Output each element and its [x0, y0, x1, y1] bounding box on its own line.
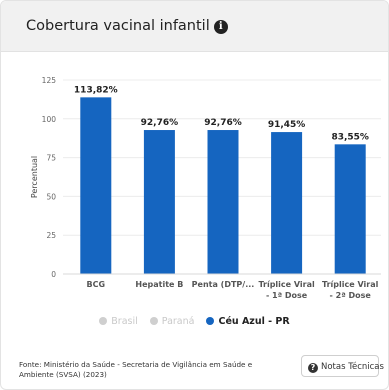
legend-item[interactable]: Céu Azul - PR: [206, 316, 290, 327]
question-icon: ?: [308, 363, 318, 373]
source-note: Fonte: Ministério da Saúde - Secretaria …: [19, 360, 253, 379]
info-icon[interactable]: i: [213, 20, 228, 34]
y-axis-label: Percentual: [30, 156, 39, 198]
y-tick-label: 75: [46, 154, 56, 163]
legend-item[interactable]: Paraná: [149, 316, 195, 327]
title-text: Cobertura vacinal infantil: [26, 18, 210, 34]
technical-notes-button[interactable]: ? Notas Técnicas: [301, 355, 384, 377]
data-label: 92,76%: [204, 118, 242, 128]
y-tick-label: 125: [42, 76, 57, 85]
legend-swatch: [149, 317, 158, 325]
bar: [334, 144, 366, 274]
technical-notes-label: Notas Técnicas: [321, 362, 384, 372]
x-tick-label: - 1ª Dose: [266, 291, 308, 300]
legend-label: Brasil: [111, 316, 138, 327]
x-tick-label: Penta (DTP/...: [192, 280, 255, 289]
legend-swatch: [99, 317, 108, 325]
x-tick-label: Tríplice Viral: [322, 280, 379, 289]
x-tick-label: - 2ª Dose: [330, 291, 372, 300]
bar-chart: 0 25 50 75 100 125 Percentual 113,82% BCG 92,76% H…: [30, 76, 381, 300]
data-label: 92,76%: [141, 118, 179, 128]
data-label: 113,82%: [74, 85, 118, 95]
y-tick-label: 50: [46, 192, 56, 201]
legend-swatch: [206, 317, 215, 325]
card-header: Cobertura vacinal infantil i: [1, 1, 388, 52]
legend-label: Paraná: [161, 316, 195, 327]
bar: [271, 132, 303, 274]
y-tick-label: 0: [51, 270, 56, 279]
x-tick-label: BCG: [87, 280, 106, 289]
chart-title: Cobertura vacinal infantil i: [26, 18, 228, 34]
bar: [143, 130, 175, 274]
x-tick-label: Hepatite B: [135, 280, 183, 289]
y-tick-label: 100: [42, 115, 57, 124]
data-label: 83,55%: [331, 132, 369, 142]
data-label: 91,45%: [268, 120, 306, 130]
y-tick-label: 25: [46, 231, 56, 240]
chart-legend: Brasil Paraná Céu Azul - PR: [1, 316, 388, 327]
x-tick-label: Tríplice Viral: [258, 280, 315, 289]
bar: [80, 97, 112, 274]
bar: [207, 130, 239, 274]
legend-item[interactable]: Brasil: [99, 316, 138, 327]
legend-label: Céu Azul - PR: [218, 316, 290, 327]
